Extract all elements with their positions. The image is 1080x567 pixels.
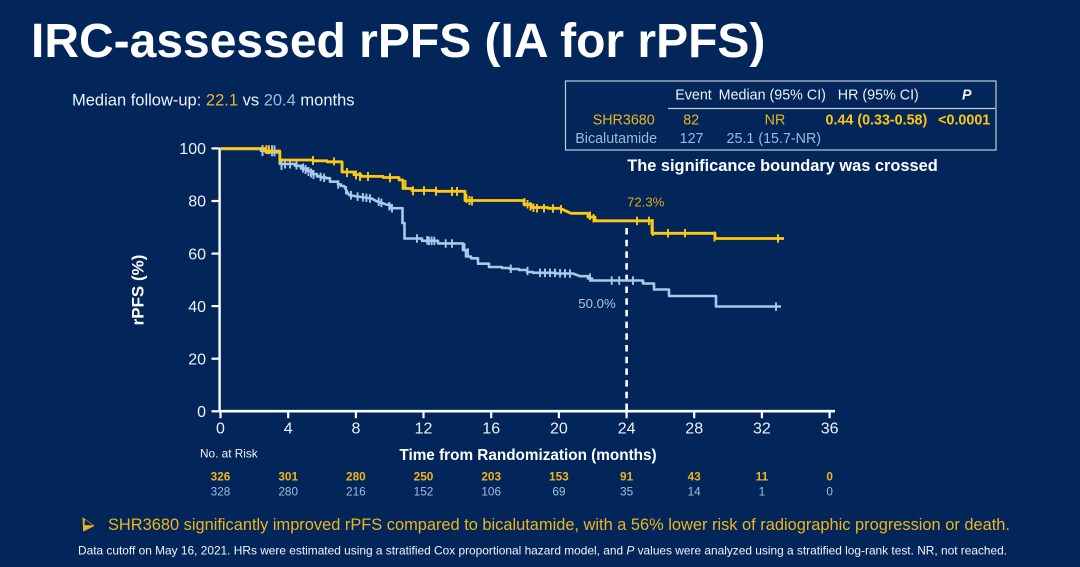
svg-text:The significance boundary was: The significance boundary was crossed <box>627 157 938 175</box>
svg-text:IRC-assessed rPFS (IA for rPFS: IRC-assessed rPFS (IA for rPFS) <box>31 15 765 68</box>
svg-text:Event: Event <box>675 87 712 103</box>
svg-text:SHR3680 significantly improved: SHR3680 significantly improved rPFS comp… <box>108 516 1010 534</box>
svg-text:0: 0 <box>216 421 225 438</box>
svg-text:80: 80 <box>188 194 206 211</box>
svg-text:203: 203 <box>481 470 501 484</box>
svg-text:P: P <box>962 87 972 103</box>
svg-text:<0.0001: <0.0001 <box>938 113 990 129</box>
svg-text:60: 60 <box>188 246 206 263</box>
svg-text:Time from Randomization (month: Time from Randomization (months) <box>399 447 656 464</box>
svg-text:25.1 (15.7-NR): 25.1 (15.7-NR) <box>727 131 822 147</box>
svg-text:8: 8 <box>351 421 360 438</box>
svg-text:Median follow-up: 22.1 vs 20.4: Median follow-up: 22.1 vs 20.4 months <box>72 92 355 110</box>
svg-text:4: 4 <box>284 421 293 438</box>
svg-text:50.0%: 50.0% <box>578 296 616 311</box>
svg-text:100: 100 <box>179 141 206 158</box>
svg-text:0.44 (0.33-0.58): 0.44 (0.33-0.58) <box>826 113 928 129</box>
svg-text:NR: NR <box>765 113 786 129</box>
svg-text:280: 280 <box>346 470 366 484</box>
svg-text:16: 16 <box>482 421 500 438</box>
svg-text:301: 301 <box>278 470 298 484</box>
svg-text:rPFS (%): rPFS (%) <box>129 255 148 326</box>
svg-text:216: 216 <box>346 485 366 499</box>
svg-text:40: 40 <box>188 299 206 316</box>
svg-text:72.3%: 72.3% <box>627 194 665 209</box>
svg-text:328: 328 <box>211 485 231 499</box>
svg-text:280: 280 <box>278 485 298 499</box>
svg-text:Data cutoff on May 16, 2021. H: Data cutoff on May 16, 2021. HRs were es… <box>78 544 1007 558</box>
svg-text:11: 11 <box>756 470 769 484</box>
svg-text:0: 0 <box>197 404 206 421</box>
svg-text:153: 153 <box>549 470 569 484</box>
svg-text:SHR3680: SHR3680 <box>593 113 655 129</box>
svg-text:250: 250 <box>414 470 434 484</box>
svg-text:0: 0 <box>826 485 833 499</box>
svg-text:1: 1 <box>759 485 766 499</box>
svg-text:Bicalutamide: Bicalutamide <box>575 131 657 147</box>
svg-text:326: 326 <box>211 470 231 484</box>
svg-text:82: 82 <box>683 113 699 129</box>
svg-text:28: 28 <box>685 421 703 438</box>
svg-text:106: 106 <box>481 485 501 499</box>
svg-text:20: 20 <box>550 421 568 438</box>
svg-text:32: 32 <box>753 421 771 438</box>
svg-text:152: 152 <box>414 485 434 499</box>
svg-text:69: 69 <box>552 485 565 499</box>
svg-text:24: 24 <box>618 421 636 438</box>
svg-text:36: 36 <box>821 421 839 438</box>
svg-text:HR (95% CI): HR (95% CI) <box>838 87 919 103</box>
svg-text:14: 14 <box>688 485 702 499</box>
svg-text:91: 91 <box>620 470 634 484</box>
svg-text:43: 43 <box>688 470 702 484</box>
svg-text:127: 127 <box>680 131 704 147</box>
svg-text:20: 20 <box>188 351 206 368</box>
svg-text:12: 12 <box>415 421 433 438</box>
svg-text:Median (95% CI): Median (95% CI) <box>719 87 826 103</box>
svg-text:35: 35 <box>620 485 634 499</box>
svg-text:0: 0 <box>826 470 833 484</box>
svg-text:No. at Risk: No. at Risk <box>200 447 258 461</box>
